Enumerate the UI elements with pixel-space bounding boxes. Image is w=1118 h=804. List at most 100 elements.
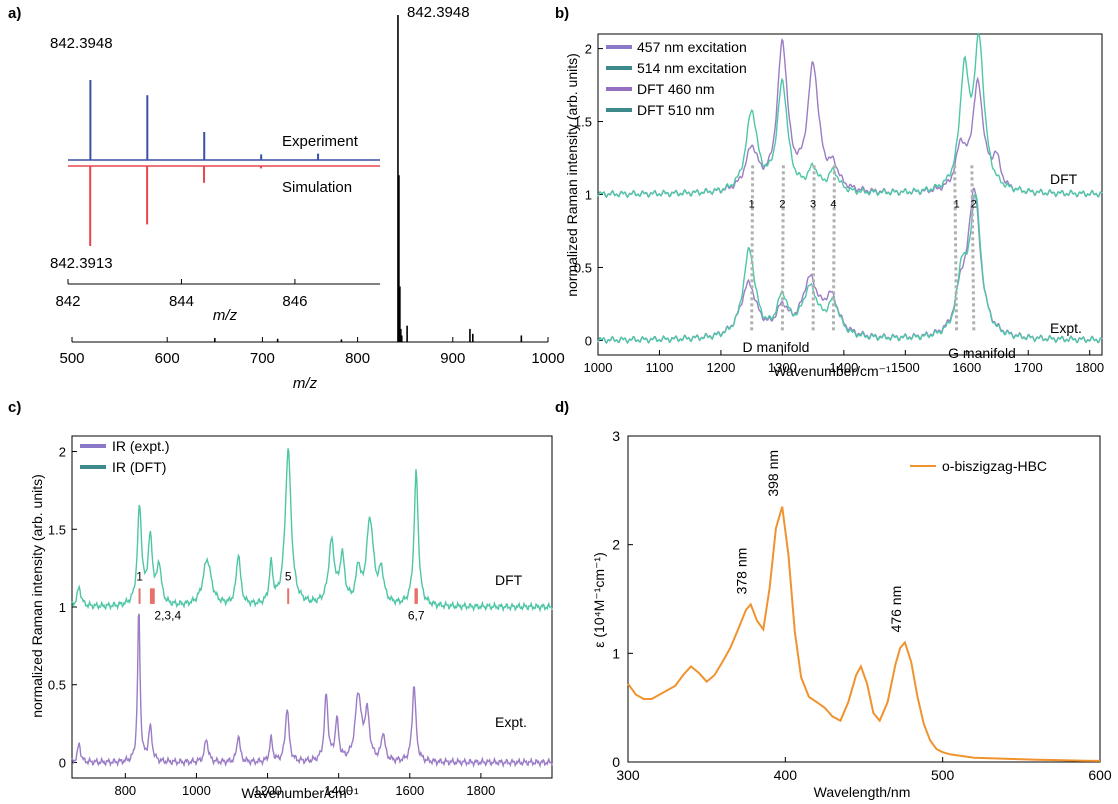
legend-entry: IR (DFT) (112, 459, 166, 475)
mode-correlation-line (811, 165, 816, 334)
x-tick-label: 1800 (466, 783, 495, 798)
panel-c-label: c) (8, 399, 21, 416)
series-514-nm-excitation (597, 193, 1103, 345)
raman-expt-label: Expt. (1050, 320, 1082, 336)
peak-annotation: 378 nm (734, 548, 750, 595)
ir-x-axis-label: Wavenumber/cm⁻¹ (241, 785, 359, 801)
y-tick-label: 1.5 (48, 522, 66, 537)
mode-number-label: 5 (285, 570, 292, 584)
x-tick-label: 1800 (1075, 360, 1104, 375)
inset-x-tick-label: 844 (169, 293, 194, 310)
mode-correlation-line (970, 165, 976, 334)
absorption-spectrum-plot: 300 400 500 600 0 1 2 3 378 nm 398 nm 476 nm (612, 428, 1112, 783)
inset-x-axis-label: m/z (213, 307, 238, 324)
mode-number-label: 6,7 (408, 608, 425, 622)
x-tick-label: 1000 (182, 783, 211, 798)
panel-a-label: a) (8, 5, 21, 22)
legend-entry: DFT 460 nm (637, 81, 715, 97)
inset-bottom-peak-label: 842.3913 (50, 255, 113, 272)
ms-x-tick-label: 1000 (531, 350, 564, 367)
inset-x-tick-label: 846 (282, 293, 307, 310)
raman-y-axis-label: normalized Raman intensity (arb. units) (564, 53, 580, 297)
absorption-curve (627, 506, 1101, 762)
legend-entry: DFT 510 nm (637, 102, 715, 118)
x-tick-label: 1300 (768, 360, 797, 375)
mode-number-label: 1 (136, 570, 143, 584)
y-tick-label: 1 (585, 188, 592, 203)
mode-number-label: 3 (810, 199, 816, 211)
y-tick-label: 1.5 (574, 115, 592, 130)
y-tick-label: 0 (612, 754, 620, 770)
y-tick-label: 1 (59, 600, 66, 615)
simulation-label: Simulation (282, 179, 352, 196)
legend-entry: 457 nm excitation (637, 39, 747, 55)
x-tick-label: 1400 (829, 360, 858, 375)
ms-x-tick-label: 700 (250, 350, 275, 367)
y-tick-label: 3 (612, 428, 620, 444)
plot-frame (627, 435, 1101, 763)
inset-x-tick-label: 842 (55, 293, 80, 310)
y-tick-label: 0 (59, 755, 66, 770)
series-ir-dft- (71, 448, 553, 613)
ir-dft-label: DFT (495, 572, 523, 588)
legend-entry: IR (expt.) (112, 438, 170, 454)
x-tick-label: 1500 (891, 360, 920, 375)
ir-spectrum-plot: 800 1000 1200 1400 1600 1800 0 0.5 1 1.5 2 1 2,3,4 5 6… (48, 435, 553, 798)
panel-b-label: b) (555, 5, 569, 22)
peak-annotation: 476 nm (888, 586, 904, 633)
ms-x-tick-label: 600 (155, 350, 180, 367)
x-tick-label: 600 (1088, 767, 1112, 783)
x-tick-label: 1600 (952, 360, 981, 375)
panel-a: a) 500 600 700 800 900 1000 m/z 842.3948 842 8… (8, 4, 565, 392)
x-tick-label: 500 (931, 767, 955, 783)
legend-entry: o-biszigzag-HBC (942, 458, 1047, 474)
mode-correlation-line (780, 165, 785, 334)
ms-x-tick-label: 900 (440, 350, 465, 367)
legend-entry: 514 nm excitation (637, 60, 747, 76)
x-tick-label: 1000 (584, 360, 613, 375)
x-tick-label: 1100 (645, 360, 673, 375)
y-tick-label: 1 (612, 645, 620, 661)
ir-legend: IR (expt.) IR (DFT) (80, 438, 170, 475)
x-tick-label: 1200 (706, 360, 735, 375)
y-tick-label: 2 (585, 42, 592, 57)
panel-d: d) 300 400 500 600 0 1 2 3 378 nm 398 nm 476 nm Wa… (555, 399, 1112, 800)
y-tick-label: 0.5 (574, 260, 592, 275)
d-manifold-label: D manifold (743, 339, 810, 355)
y-tick-label: 2 (612, 537, 620, 553)
x-tick-label: 1400 (324, 783, 353, 798)
mode-number-label: 2 (971, 199, 977, 211)
mode-number-label: 2 (779, 199, 785, 211)
ms-inset-plot: 842 844 846 (55, 80, 380, 310)
series-dft-510-nm (597, 32, 1103, 199)
ms-x-tick-label: 500 (59, 350, 84, 367)
series-ir-expt- (71, 613, 553, 769)
ms-spectrum-plot: 500 600 700 800 900 1000 (59, 15, 565, 367)
ir-expt-label: Expt. (495, 714, 527, 730)
ms-peak-label: 842.3948 (407, 4, 470, 21)
y-tick-label: 2 (59, 445, 66, 460)
inset-top-peak-label: 842.3948 (50, 35, 113, 52)
x-tick-label: 1700 (1014, 360, 1043, 375)
x-tick-label: 400 (774, 767, 798, 783)
mode-number-label: 1 (749, 199, 755, 211)
y-tick-label: 0.5 (48, 678, 66, 693)
abs-legend: o-biszigzag-HBC (910, 458, 1047, 474)
peak-annotation: 398 nm (765, 450, 781, 497)
abs-y-axis-label: ε (10⁴M⁻¹cm⁻¹) (591, 552, 607, 647)
x-tick-label: 300 (616, 767, 640, 783)
mode-correlation-line (750, 165, 755, 334)
g-manifold-label: G manifold (948, 345, 1016, 361)
x-tick-label: 1200 (253, 783, 282, 798)
raman-legend: 457 nm excitation 514 nm excitation DFT 46… (606, 39, 747, 118)
mode-number-label: 4 (830, 199, 836, 211)
raman-spectrum-plot: 1000 1100 1200 1300 1400 1500 1600 1700 1800 0 0.5… (574, 32, 1104, 375)
mode-number-label: 1 (954, 199, 960, 211)
panel-d-label: d) (555, 399, 569, 416)
y-tick-label: 0 (585, 333, 592, 348)
panel-b: b) 1000 1100 1200 1300 1400 1500 1600 1700 1800 0… (555, 5, 1104, 379)
experiment-label: Experiment (282, 133, 359, 150)
series-457-nm-excitation (597, 187, 1103, 345)
panel-c: c) 800 1000 1200 1400 1600 1800 0 0.5 1 1.5 2 1 2,3,… (8, 399, 553, 801)
